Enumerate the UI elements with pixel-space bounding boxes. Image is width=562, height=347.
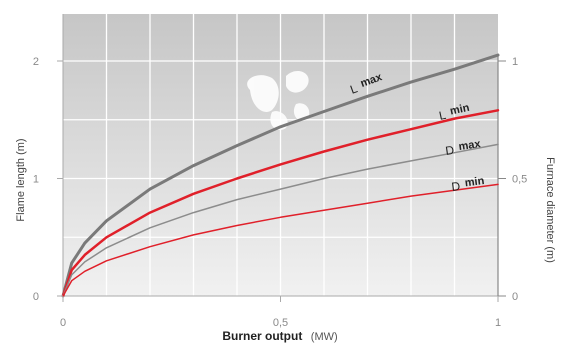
series-label-prefix: L bbox=[348, 81, 359, 97]
y-right-tick-label: 1 bbox=[512, 56, 518, 68]
series-group bbox=[61, 53, 500, 298]
tick-labels: 0 1 2 0 0,5 1 0 0,5 1 bbox=[33, 56, 527, 329]
y-right-tick-label: 0 bbox=[512, 291, 518, 303]
series-label-prefix: D bbox=[451, 179, 462, 194]
series-d-max-line bbox=[62, 143, 499, 297]
x-axis-title-unit: (MW) bbox=[311, 331, 338, 343]
series-l-max-line bbox=[61, 53, 500, 298]
y-right-tick-label: 0,5 bbox=[512, 174, 527, 186]
y-left-tick-label: 1 bbox=[33, 174, 39, 186]
grid bbox=[63, 14, 498, 296]
x-tick-label: 1 bbox=[495, 317, 501, 329]
x-tick-label: 0,5 bbox=[273, 317, 288, 329]
glare-decoration bbox=[247, 70, 310, 131]
x-axis-title-main: Burner output bbox=[222, 329, 302, 343]
series-label-name: min bbox=[464, 175, 485, 189]
x-axis-title: Burner output (MW) bbox=[222, 327, 337, 344]
y-axis-left-title: Flame length (m) bbox=[15, 138, 27, 221]
x-tick-label: 0 bbox=[60, 317, 66, 329]
series-label-name: min bbox=[449, 102, 471, 118]
y-left-tick-label: 2 bbox=[33, 56, 39, 68]
y-axis-right-title: Furnace diameter (m) bbox=[544, 157, 556, 263]
series-label-name: max bbox=[458, 138, 482, 153]
series-label-prefix: L bbox=[438, 108, 448, 123]
y-left-tick-label: 0 bbox=[33, 291, 39, 303]
series-l-min-line bbox=[61, 109, 500, 298]
series-d-min-line bbox=[62, 183, 499, 297]
series-label-prefix: D bbox=[444, 143, 455, 158]
